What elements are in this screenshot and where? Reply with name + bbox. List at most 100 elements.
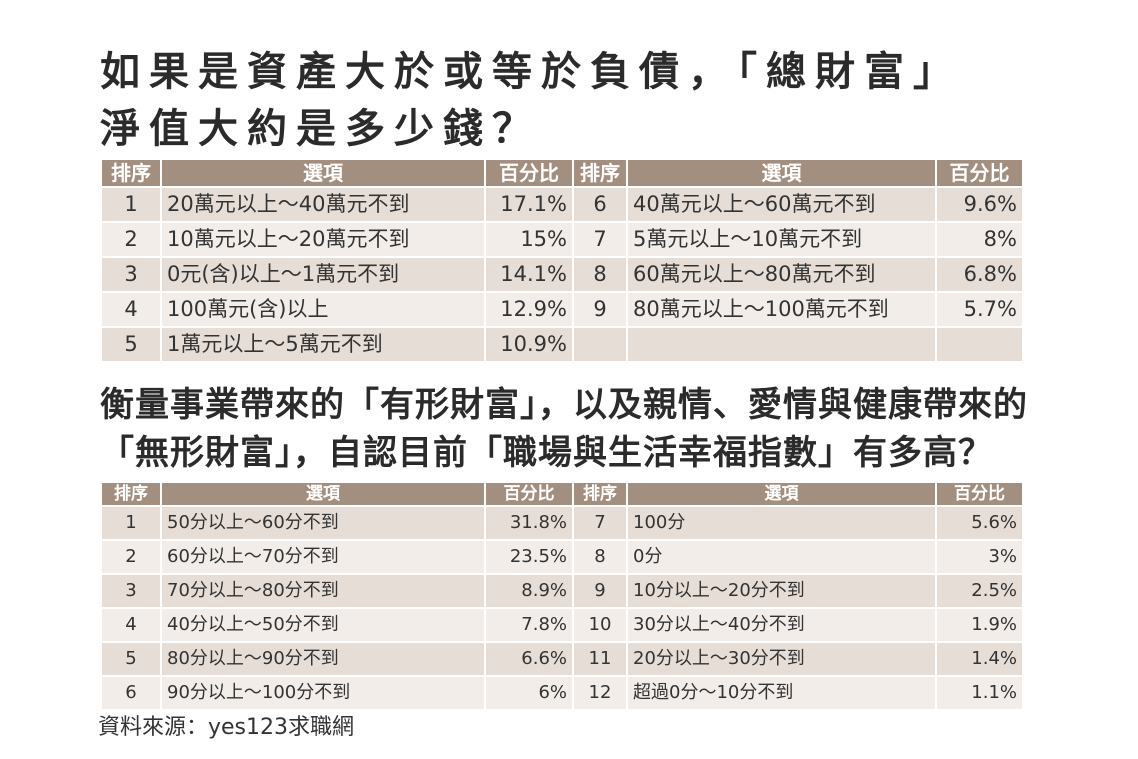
title-line-2: 「無形財富」，自認目前「職場與生活幸福指數」有多高？ — [100, 433, 993, 473]
cell-rank: 5 — [100, 326, 162, 363]
table-row: 5 1萬元以上～5萬元不到 10.9% — [100, 326, 1024, 363]
cell-option: 80萬元以上～100萬元不到 — [626, 291, 937, 328]
header-rank: 排序 — [572, 481, 628, 507]
cell-option: 20分以上～30分不到 — [626, 641, 937, 677]
cell-rank: 3 — [100, 573, 162, 609]
table-row: 4 40分以上～50分不到 7.8% 10 30分以上～40分不到 1.9% — [100, 607, 1024, 643]
cell-option: 0分 — [626, 539, 937, 575]
cell-rank: 4 — [100, 607, 162, 643]
cell-percent: 14.1% — [484, 256, 574, 293]
cell-percent: 1.4% — [935, 641, 1024, 677]
cell-option: 20萬元以上～40萬元不到 — [160, 186, 486, 223]
net-worth-question-title: 如果是資產大於或等於負債，「總財富」 淨值大約是多少錢？ — [100, 44, 962, 158]
cell-option: 60萬元以上～80萬元不到 — [626, 256, 937, 293]
cell-percent: 2.5% — [935, 573, 1024, 609]
table-row: 1 20萬元以上～40萬元不到 17.1% 6 40萬元以上～60萬元不到 9.6% — [100, 186, 1024, 223]
cell-rank: 7 — [572, 221, 628, 258]
header-percent: 百分比 — [484, 481, 574, 507]
cell-option: 10萬元以上～20萬元不到 — [160, 221, 486, 258]
cell-percent: 7.8% — [484, 607, 574, 643]
header-option: 選項 — [160, 481, 486, 507]
header-option: 選項 — [626, 481, 937, 507]
cell-rank: 9 — [572, 291, 628, 328]
cell-option: 5萬元以上～10萬元不到 — [626, 221, 937, 258]
cell-percent: 31.8% — [484, 505, 574, 541]
table-header-row: 排序 選項 百分比 排序 選項 百分比 — [100, 158, 1024, 188]
cell-option: 10分以上～20分不到 — [626, 573, 937, 609]
header-percent: 百分比 — [935, 158, 1024, 188]
cell-percent: 10.9% — [484, 326, 574, 363]
cell-rank: 6 — [572, 186, 628, 223]
cell-percent: 12.9% — [484, 291, 574, 328]
empty-cell — [626, 326, 937, 363]
cell-option: 50分以上～60分不到 — [160, 505, 486, 541]
empty-cell — [572, 326, 628, 363]
data-source-note: 資料來源：yes123求職網 — [98, 715, 355, 740]
cell-option: 0元(含)以上～1萬元不到 — [160, 256, 486, 293]
net-worth-results-table: 排序 選項 百分比 排序 選項 百分比 1 20萬元以上～40萬元不到 17.1% 6 40萬元以上… — [100, 158, 1024, 363]
title-line-1: 衡量事業帶來的「有形財富」，以及親情、愛情與健康帶來的 — [100, 385, 1028, 425]
cell-percent: 23.5% — [484, 539, 574, 575]
cell-rank: 5 — [100, 641, 162, 677]
cell-percent: 3% — [935, 539, 1024, 575]
cell-option: 60分以上～70分不到 — [160, 539, 486, 575]
header-percent: 百分比 — [484, 158, 574, 188]
cell-percent: 1.9% — [935, 607, 1024, 643]
cell-rank: 2 — [100, 539, 162, 575]
table-row: 2 10萬元以上～20萬元不到 15% 7 5萬元以上～10萬元不到 8% — [100, 221, 1024, 258]
table-row: 1 50分以上～60分不到 31.8% 7 100分 5.6% — [100, 505, 1024, 541]
cell-rank: 4 — [100, 291, 162, 328]
table-row: 5 80分以上～90分不到 6.6% 11 20分以上～30分不到 1.4% — [100, 641, 1024, 677]
table-header-row: 排序 選項 百分比 排序 選項 百分比 — [100, 481, 1024, 507]
cell-rank: 3 — [100, 256, 162, 293]
title-line-2: 淨值大約是多少錢？ — [100, 106, 541, 152]
header-rank: 排序 — [100, 158, 162, 188]
cell-percent: 6% — [484, 675, 574, 711]
cell-percent: 6.8% — [935, 256, 1024, 293]
empty-cell — [935, 326, 1024, 363]
cell-rank: 8 — [572, 539, 628, 575]
table-row: 4 100萬元(含)以上 12.9% 9 80萬元以上～100萬元不到 5.7% — [100, 291, 1024, 328]
cell-percent: 1.1% — [935, 675, 1024, 711]
cell-option: 30分以上～40分不到 — [626, 607, 937, 643]
cell-option: 40分以上～50分不到 — [160, 607, 486, 643]
cell-rank: 8 — [572, 256, 628, 293]
happiness-index-question-title: 衡量事業帶來的「有形財富」，以及親情、愛情與健康帶來的 「無形財富」，自認目前「… — [100, 381, 1028, 477]
cell-percent: 9.6% — [935, 186, 1024, 223]
title-line-1: 如果是資產大於或等於負債，「總財富」 — [100, 49, 962, 95]
cell-rank: 1 — [100, 505, 162, 541]
cell-percent: 6.6% — [484, 641, 574, 677]
cell-percent: 17.1% — [484, 186, 574, 223]
cell-percent: 5.6% — [935, 505, 1024, 541]
header-option: 選項 — [160, 158, 486, 188]
cell-rank: 2 — [100, 221, 162, 258]
cell-option: 100分 — [626, 505, 937, 541]
cell-rank: 11 — [572, 641, 628, 677]
cell-option: 70分以上～80分不到 — [160, 573, 486, 609]
cell-rank: 1 — [100, 186, 162, 223]
table-row: 3 70分以上～80分不到 8.9% 9 10分以上～20分不到 2.5% — [100, 573, 1024, 609]
cell-option: 90分以上～100分不到 — [160, 675, 486, 711]
cell-option: 超過0分～10分不到 — [626, 675, 937, 711]
cell-option: 1萬元以上～5萬元不到 — [160, 326, 486, 363]
happiness-index-results-table: 排序 選項 百分比 排序 選項 百分比 1 50分以上～60分不到 31.8% 7 100分 5.6%… — [100, 481, 1024, 711]
cell-rank: 10 — [572, 607, 628, 643]
cell-rank: 9 — [572, 573, 628, 609]
table-row: 6 90分以上～100分不到 6% 12 超過0分～10分不到 1.1% — [100, 675, 1024, 711]
header-rank: 排序 — [572, 158, 628, 188]
cell-option: 40萬元以上～60萬元不到 — [626, 186, 937, 223]
cell-percent: 8.9% — [484, 573, 574, 609]
cell-rank: 12 — [572, 675, 628, 711]
cell-option: 80分以上～90分不到 — [160, 641, 486, 677]
cell-rank: 6 — [100, 675, 162, 711]
header-percent: 百分比 — [935, 481, 1024, 507]
cell-percent: 5.7% — [935, 291, 1024, 328]
table-row: 2 60分以上～70分不到 23.5% 8 0分 3% — [100, 539, 1024, 575]
cell-percent: 8% — [935, 221, 1024, 258]
header-option: 選項 — [626, 158, 937, 188]
table-row: 3 0元(含)以上～1萬元不到 14.1% 8 60萬元以上～80萬元不到 6.8% — [100, 256, 1024, 293]
cell-option: 100萬元(含)以上 — [160, 291, 486, 328]
header-rank: 排序 — [100, 481, 162, 507]
cell-rank: 7 — [572, 505, 628, 541]
cell-percent: 15% — [484, 221, 574, 258]
